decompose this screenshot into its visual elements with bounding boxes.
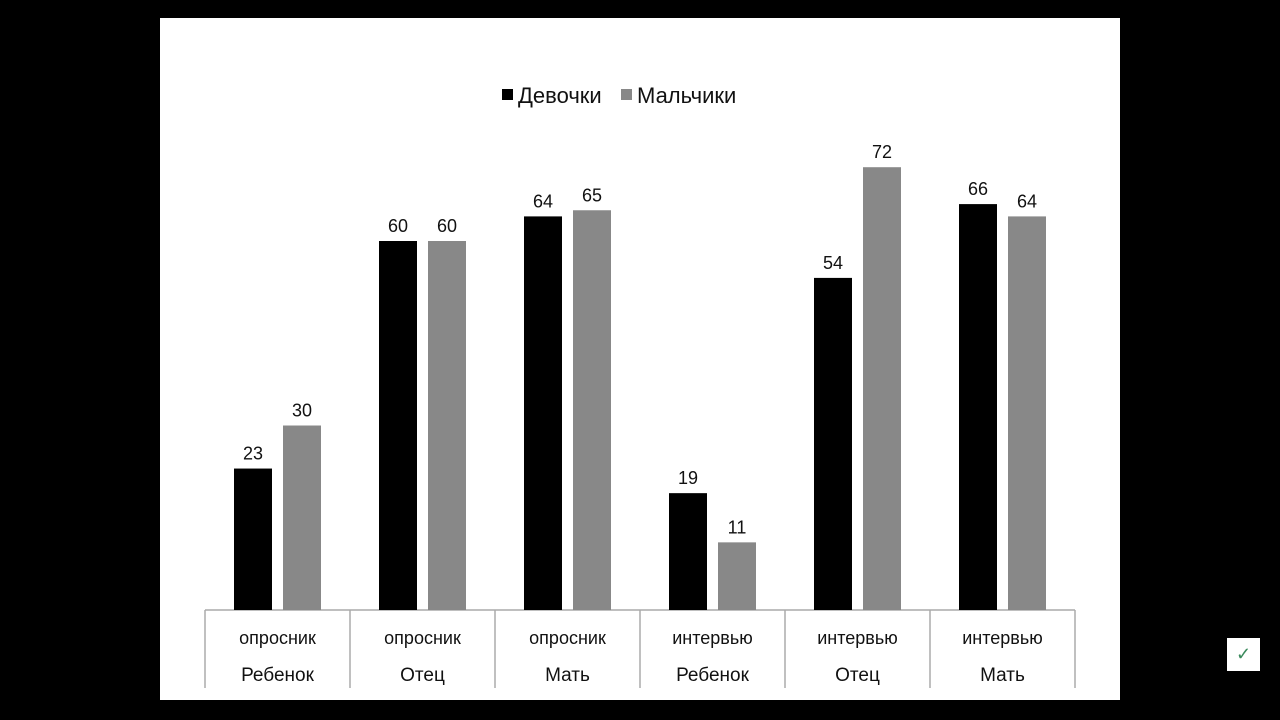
data-label: 60 [437,216,457,236]
bar-boys [718,542,756,610]
bar-girls [669,493,707,610]
data-label: 19 [678,468,698,488]
data-label: 64 [533,191,553,211]
check-button[interactable]: ✓ [1227,638,1260,671]
legend-label: Девочки [518,83,602,108]
bar-girls [379,241,417,610]
bar-boys [863,167,901,610]
bar-girls [524,216,562,610]
bar-girls [234,468,272,610]
bar-boys [283,425,321,610]
legend-swatch [621,89,632,100]
data-label: 60 [388,216,408,236]
tick-label-method: интервью [817,628,898,648]
bar-boys [1008,216,1046,610]
tick-label-method: опросник [239,628,316,648]
tick-label-method: опросник [529,628,606,648]
tick-label-respondent: Ребенок [241,665,314,686]
legend-swatch [502,89,513,100]
data-label: 30 [292,401,312,421]
tick-label-respondent: Мать [980,665,1025,686]
data-label: 72 [872,142,892,162]
bar-girls [959,204,997,610]
legend-label: Мальчики [637,83,736,108]
data-label: 11 [728,517,747,537]
tick-label-respondent: Ребенок [676,665,749,686]
tick-label-respondent: Мать [545,665,590,686]
data-label: 66 [968,179,988,199]
data-label: 65 [582,185,602,205]
data-label: 54 [823,253,843,273]
tick-label-method: интервью [962,628,1043,648]
tick-label-respondent: Отец [400,665,445,686]
tick-label-method: опросник [384,628,461,648]
check-icon: ✓ [1235,644,1252,664]
bar-girls [814,277,852,610]
bar-boys [573,210,611,610]
tick-label-method: интервью [672,628,753,648]
tick-label-respondent: Отец [835,665,880,686]
data-label: 64 [1017,191,1037,211]
bar-boys [428,241,466,610]
data-label: 23 [243,444,263,464]
